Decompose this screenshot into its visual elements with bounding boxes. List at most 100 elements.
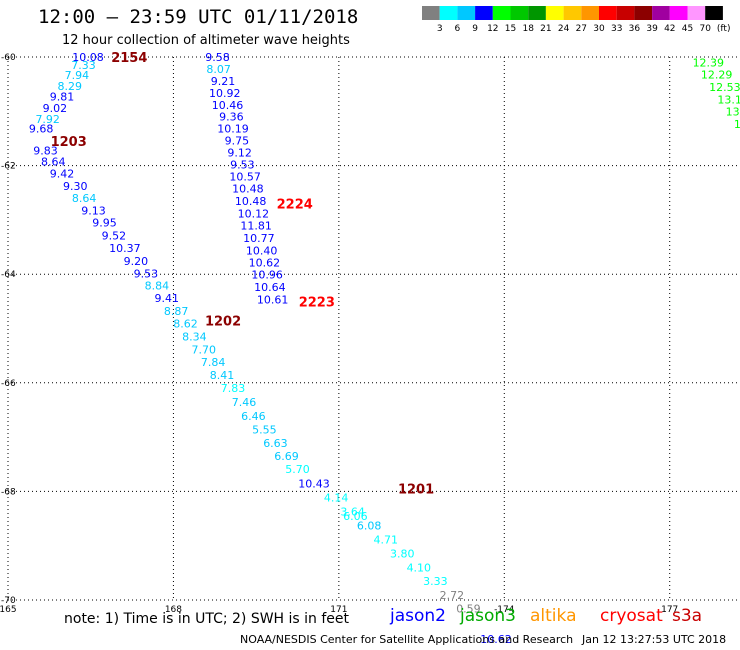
track-number-label: 1201 [398,483,434,498]
y-tick-label: -70 [1,596,16,606]
wave-height-value: 12.39 [693,56,725,69]
satellite-label: altika [530,606,577,626]
wave-height-value: 10.48 [232,182,264,195]
wave-height-value: 9.95 [92,217,117,230]
wave-height-value: 9.53 [230,159,255,172]
grid-lines [8,56,740,601]
wave-height-value: 8.29 [58,80,83,93]
chart-subtitle: 12 hour collection of altimeter wave hei… [62,33,350,48]
wave-height-value: 9.21 [211,75,236,88]
wave-height-value: 6.63 [263,437,288,450]
x-tick-label: 177 [661,605,678,615]
legend-swatch [652,6,670,20]
legend-swatch [475,6,493,20]
wave-height-value: 9.41 [155,292,180,305]
wave-height-value: 7.84 [201,356,226,369]
legend-label: 12 [487,24,498,34]
wave-height-value: 7.46 [232,396,257,409]
legend-label: 9 [472,24,478,34]
x-tick-label: 171 [330,605,347,615]
wave-height-value: 9.02 [43,102,68,115]
wave-height-value: 12.29 [701,68,733,81]
wave-height-value: 4.10 [407,561,432,574]
legend-label: 24 [558,24,570,34]
legend-swatch [545,6,564,20]
wave-height-value: 9.75 [225,135,250,148]
legend-label: 36 [629,24,641,34]
wave-height-value: 10.12 [238,207,270,220]
generation-timestamp: Jan 12 13:27:53 UTC 2018 [582,633,727,646]
wave-height-value: 9.58 [205,51,230,64]
wave-height-value: 3.33 [423,575,448,588]
legend-swatch [687,6,706,20]
legend-swatch [422,6,440,20]
legend-label: 27 [576,24,587,34]
wave-height-value: 9.81 [50,91,75,104]
wave-height-value: 3.80 [390,547,415,560]
wave-height-value: 13.24 [726,105,740,118]
wave-height-value: 8.64 [72,192,97,205]
wave-height-value: 0.59 [456,603,481,616]
wave-height-value: 10.64 [254,281,286,294]
wave-height-value: 4.14 [324,491,349,504]
wave-height-value: 8.41 [210,369,235,382]
legend-label: 39 [646,24,658,34]
wave-height-value: 10.37 [109,242,141,255]
wave-height-value: 10.48 [235,195,267,208]
credit-line: NOAA/NESDIS Center for Satellite Applica… [240,633,574,646]
legend-swatch [634,6,653,20]
wave-height-value: 7.92 [35,113,60,126]
legend-swatch [528,6,546,20]
wave-height-value: 4.71 [373,534,398,547]
satellite-label: cryosat [600,606,663,626]
legend-label: 42 [664,24,675,34]
chart-title: 12:00 – 23:59 UTC 01/11/2018 [38,6,359,28]
wave-height-value: 9.68 [29,123,54,136]
legend-swatch [563,6,582,20]
legend-swatch [669,6,688,20]
wave-height-value: 13.11 [717,93,740,106]
wave-height-value: 10.46 [212,99,244,112]
legend-label: 15 [505,24,516,34]
wave-height-value: 10.19 [217,123,249,136]
wave-height-value: 9.12 [227,147,252,160]
legend-label: 30 [593,24,605,34]
track-number-label: 1203 [51,135,87,150]
x-tick-label: 165 [0,605,17,615]
legend-swatch [705,6,723,20]
wave-height-value: 8.07 [206,63,231,76]
wave-height-value: 9.20 [124,255,149,268]
legend-label: 18 [522,24,534,34]
color-legend: 3 6 9 12 15 18 21 24 27 30 33 36 39 42 45 70 (ft) [422,6,730,34]
track-number-label: 1202 [205,314,241,329]
y-tick-label: -64 [1,270,16,280]
wave-height-value: 9.83 [33,144,58,157]
y-tick-label: -66 [1,379,16,389]
wave-height-value: 8.34 [182,331,207,344]
wave-height-value: 8.87 [164,305,189,318]
wave-height-value: 10.40 [246,244,278,257]
wave-height-value: 5.70 [285,463,310,476]
track-number-label: 2224 [277,198,313,213]
satellite-label: s3a [672,606,703,626]
footnote: note: 1) Time is in UTC; 2) SWH is in fe… [64,611,350,627]
wave-height-value: 9.30 [63,180,88,193]
wave-height-value: 10.61 [257,294,289,307]
wave-height-value: 8.84 [145,280,170,293]
legend-label: 21 [540,24,551,34]
wave-height-value: 10.92 [209,87,241,100]
wave-height-value: 6.06 [343,510,368,523]
wave-height-value: 9.53 [134,268,159,281]
legend-swatch [457,6,476,20]
wave-height-value: 11.81 [240,219,272,232]
legend-swatch [510,6,529,20]
wave-height-value: 7.70 [192,344,217,357]
satellite-label: jason2 [390,606,446,626]
wave-height-value: 2.72 [440,589,465,602]
wave-height-value: 10.62 [480,633,512,646]
satellite-label: jason3 [460,606,516,626]
wave-height-value: 10.96 [251,269,283,282]
wave-height-value: 9.13 [81,205,106,218]
